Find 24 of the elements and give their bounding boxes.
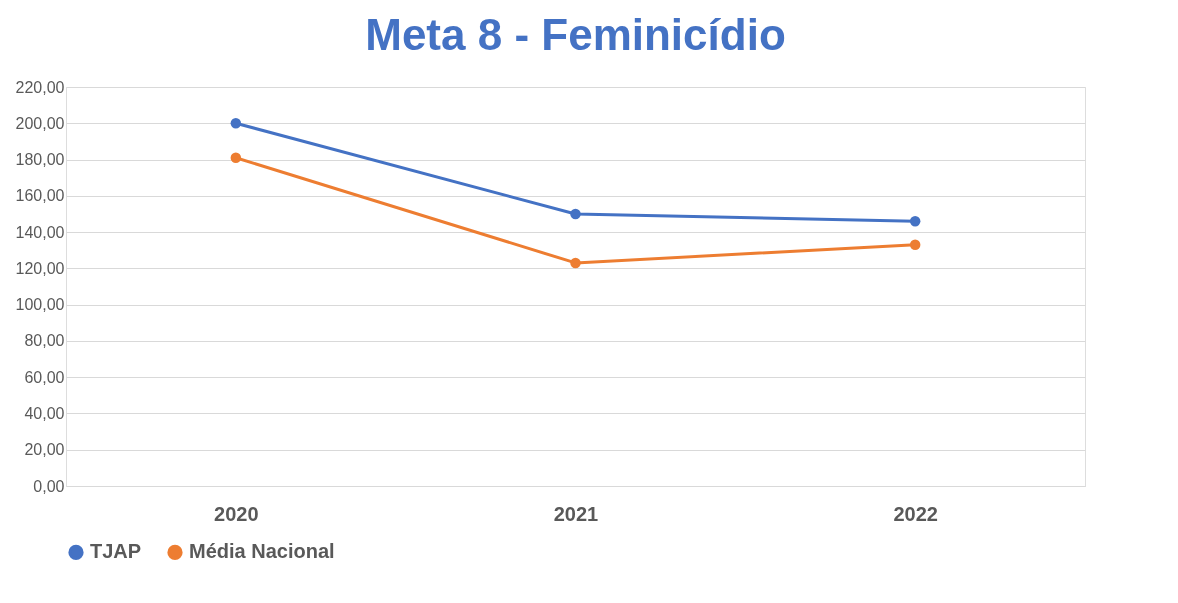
point	[909, 215, 921, 227]
point	[909, 239, 921, 251]
legend-label: TJAP	[90, 540, 142, 563]
y-tick-label: 0,00	[33, 477, 65, 495]
x-tick-label: 2022	[893, 502, 938, 525]
y-tick-label: 140,00	[15, 223, 65, 241]
y-tick-label: 40,00	[24, 404, 65, 422]
point	[230, 118, 242, 129]
point	[570, 257, 581, 269]
y-tick-label: 200,00	[15, 114, 65, 132]
y-tick-label: 100,00	[15, 296, 65, 314]
y-tick-label: 60,00	[24, 368, 65, 386]
y-tick-label: 220,00	[15, 78, 65, 96]
point	[230, 152, 242, 163]
x-tick-label: 2020	[214, 502, 259, 525]
y-tick-label: 20,00	[24, 441, 65, 459]
x-tick-label: 2021	[553, 502, 599, 525]
y-tick-label: 120,00	[15, 259, 65, 277]
y-tick-label: 80,00	[24, 332, 65, 350]
chart-title: Meta 8 - Feminicídio	[365, 10, 786, 59]
legend-label: Média Nacional	[189, 540, 335, 563]
y-tick-label: 180,00	[15, 151, 65, 169]
y-tick-label: 160,00	[15, 187, 65, 205]
point	[570, 208, 581, 220]
